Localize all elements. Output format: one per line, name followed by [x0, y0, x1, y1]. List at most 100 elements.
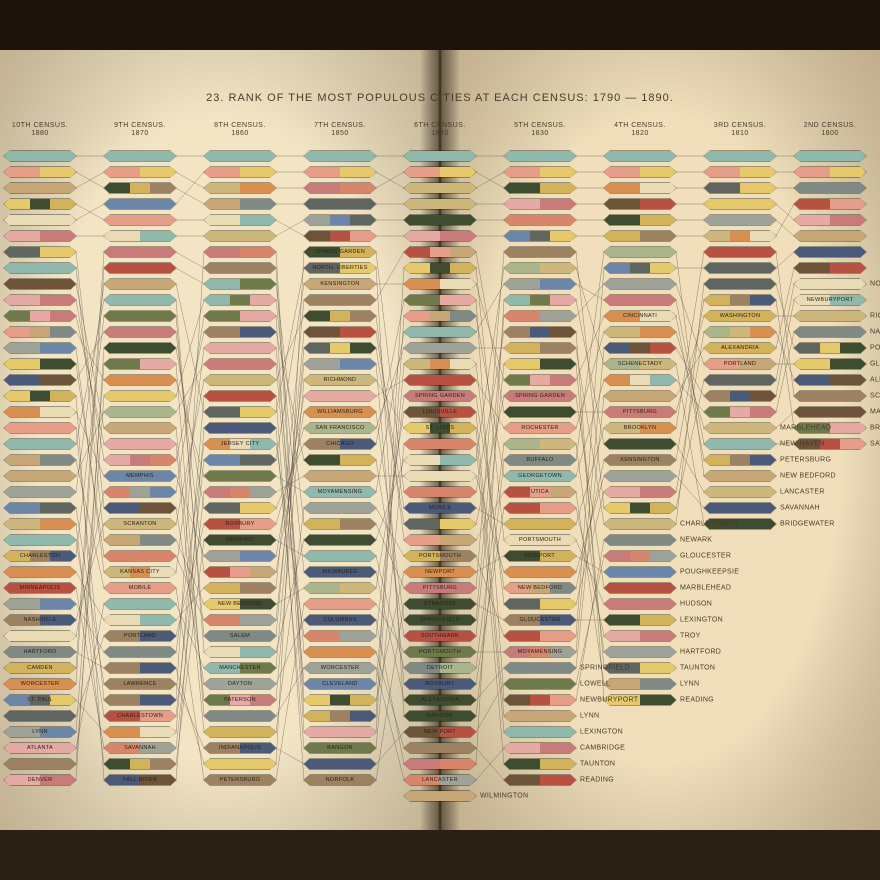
city-marker — [604, 342, 676, 354]
city-marker: MOYAMENSING — [504, 646, 576, 658]
city-marker — [604, 198, 676, 210]
city-marker: NEW BEDFORD — [504, 582, 576, 594]
side-label: HUDSON — [680, 601, 712, 608]
column-header: 7TH CENSUS. 1850 — [314, 122, 366, 137]
city-marker — [504, 438, 576, 450]
city-marker — [504, 742, 576, 754]
city-marker — [604, 566, 676, 578]
city-marker — [704, 278, 776, 290]
city-marker — [104, 310, 176, 322]
city-marker — [4, 150, 76, 162]
city-marker — [504, 502, 576, 514]
city-marker — [4, 246, 76, 258]
city-marker — [504, 214, 576, 226]
side-label: GLOUCESTER — [680, 553, 731, 560]
city-marker — [794, 166, 866, 178]
city-marker — [794, 406, 866, 418]
city-marker: PORTLAND — [704, 358, 776, 370]
city-marker — [4, 310, 76, 322]
city-marker — [204, 390, 276, 402]
city-marker: SPRING GARDEN — [304, 246, 376, 258]
side-label: NEWBURYPORT — [580, 697, 638, 704]
city-marker — [204, 758, 276, 770]
city-marker — [304, 646, 376, 658]
city-marker — [304, 758, 376, 770]
city-marker — [104, 278, 176, 290]
side-label: TAUNTON — [680, 665, 715, 672]
city-marker: CAMDEN — [4, 662, 76, 674]
city-marker — [104, 374, 176, 386]
city-marker: MOYAMENSING — [304, 486, 376, 498]
city-marker — [104, 262, 176, 274]
city-marker — [704, 166, 776, 178]
city-marker — [404, 454, 476, 466]
column-header: 6TH CENSUS. 1840 — [414, 122, 466, 137]
city-marker — [504, 342, 576, 354]
city-marker — [304, 182, 376, 194]
city-marker — [604, 630, 676, 642]
city-marker — [204, 470, 276, 482]
city-marker — [304, 550, 376, 562]
city-marker — [204, 406, 276, 418]
city-marker — [104, 598, 176, 610]
city-marker — [204, 294, 276, 306]
column-header: 9TH CENSUS. 1870 — [114, 122, 166, 137]
city-marker — [604, 166, 676, 178]
city-marker: MEMPHIS — [104, 470, 176, 482]
city-marker: ROCHESTER — [504, 422, 576, 434]
city-marker: NEWPORT — [404, 566, 476, 578]
city-marker — [794, 246, 866, 258]
city-marker — [604, 518, 676, 530]
side-label: CAMBRIDGE — [580, 745, 625, 752]
city-marker — [604, 678, 676, 690]
city-marker — [104, 502, 176, 514]
city-marker — [4, 278, 76, 290]
city-marker — [104, 550, 176, 562]
city-marker: DENVER — [4, 774, 76, 786]
city-marker — [304, 230, 376, 242]
city-marker: NEW PORT — [404, 726, 476, 738]
side-label: NANTUCKET — [870, 329, 880, 336]
city-marker: SYRACUSE — [404, 598, 476, 610]
side-label: SAVANNAH — [780, 505, 820, 512]
city-marker — [404, 438, 476, 450]
city-marker: SCHENECTADY — [604, 358, 676, 370]
city-marker — [794, 358, 866, 370]
city-marker — [304, 358, 376, 370]
city-marker — [604, 598, 676, 610]
city-marker: ALEXANDRIA — [704, 342, 776, 354]
city-marker — [604, 262, 676, 274]
side-label: MARBLEHEAD — [870, 409, 880, 416]
city-marker — [794, 150, 866, 162]
city-marker — [4, 358, 76, 370]
column-header: 4TH CENSUS. 1820 — [614, 122, 666, 137]
city-marker — [4, 454, 76, 466]
column-header: 8TH CENSUS. 1860 — [214, 122, 266, 137]
city-marker — [504, 278, 576, 290]
city-marker — [304, 630, 376, 642]
side-label: HARTFORD — [680, 649, 721, 656]
city-marker — [304, 150, 376, 162]
city-marker — [504, 598, 576, 610]
city-marker: LOUISVILLE — [404, 406, 476, 418]
city-marker: SPRING GARDEN — [404, 390, 476, 402]
city-marker: ROXBURY — [404, 678, 476, 690]
city-marker — [704, 198, 776, 210]
city-marker — [304, 390, 376, 402]
city-marker — [404, 358, 476, 370]
city-marker — [404, 790, 476, 802]
city-marker — [4, 182, 76, 194]
city-marker — [4, 342, 76, 354]
city-marker: PITTSBURG — [404, 582, 476, 594]
city-marker — [304, 534, 376, 546]
city-marker — [4, 166, 76, 178]
city-marker: CINCINNATI — [604, 310, 676, 322]
city-marker — [504, 726, 576, 738]
city-marker: KANSAS CITY — [104, 566, 176, 578]
city-marker — [404, 758, 476, 770]
city-marker — [504, 694, 576, 706]
city-marker — [304, 454, 376, 466]
city-marker — [404, 342, 476, 354]
city-marker: FALL RIVER — [104, 774, 176, 786]
city-marker — [604, 278, 676, 290]
